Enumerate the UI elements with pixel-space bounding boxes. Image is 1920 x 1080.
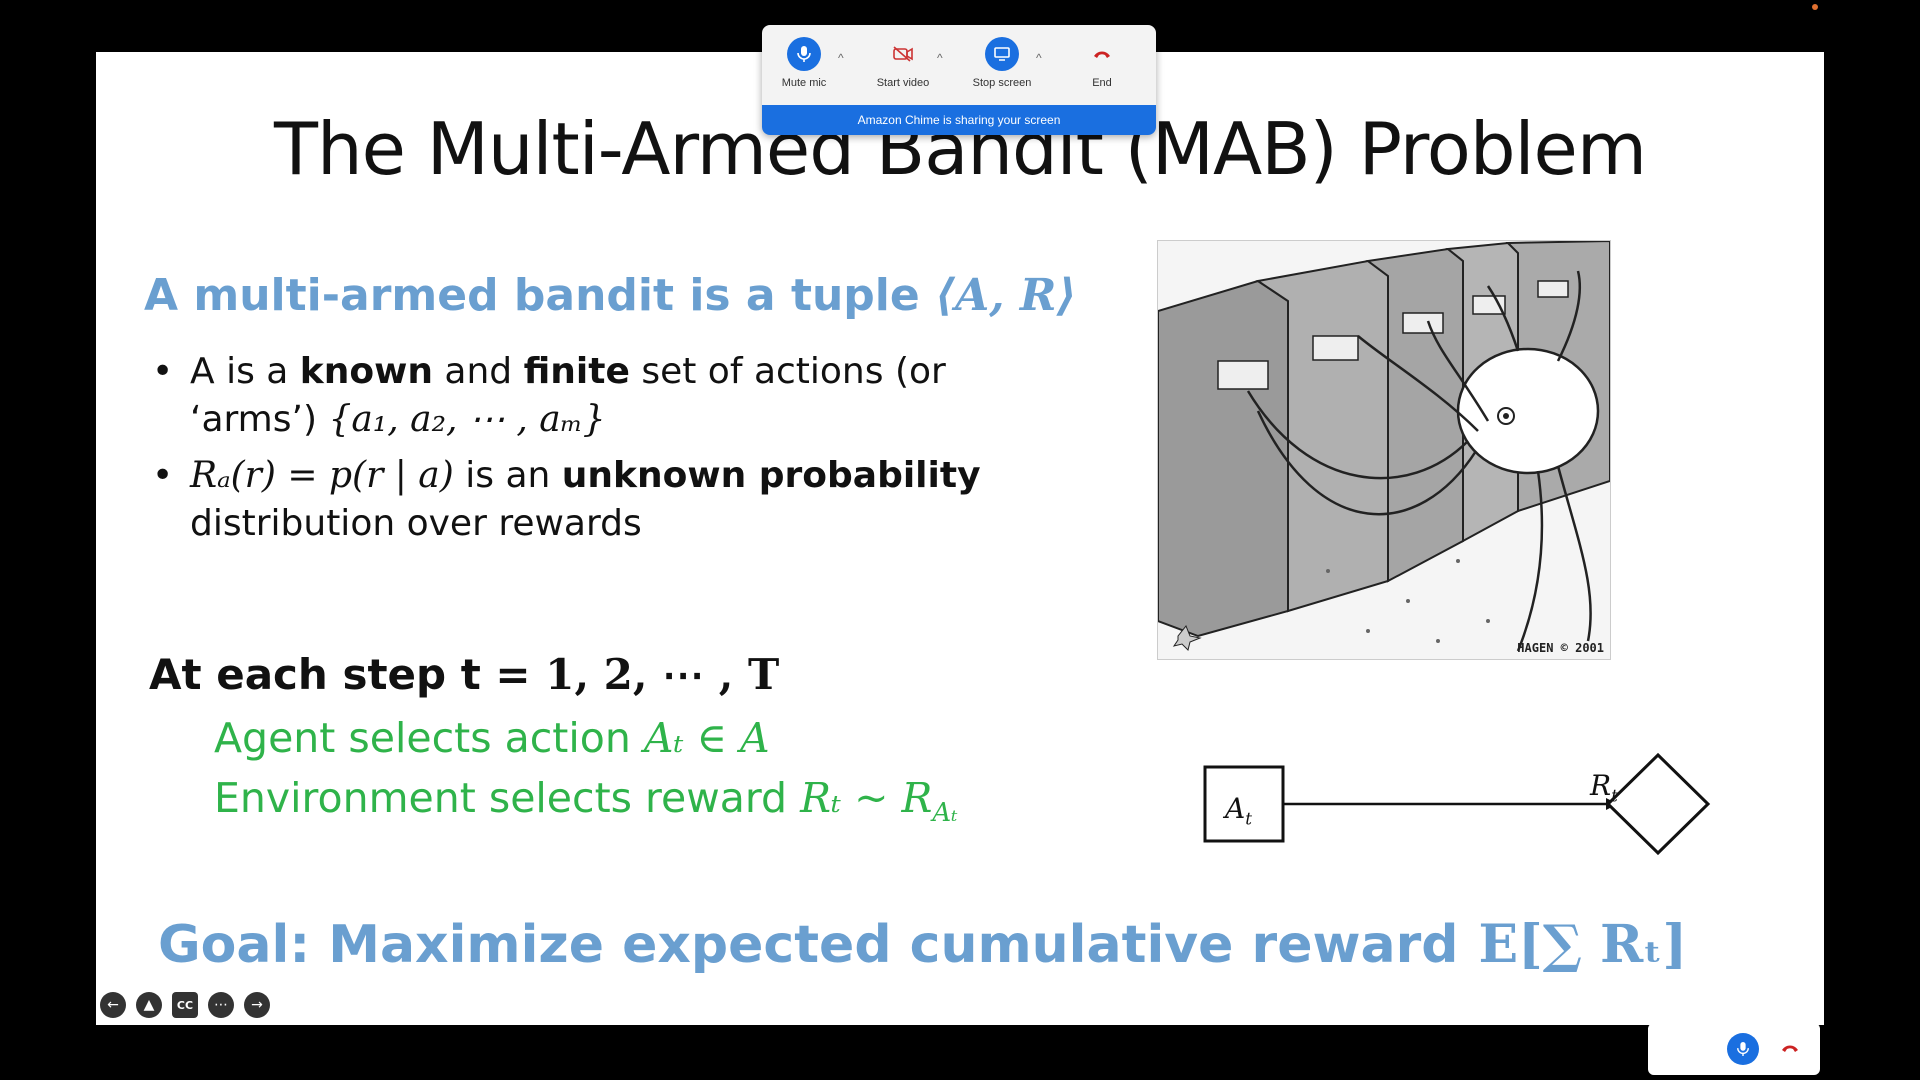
reward-label-sub: t bbox=[1611, 785, 1618, 806]
chime-toolbar: Mute mic ^ Start video ^ Stop screen ^ E… bbox=[762, 25, 1156, 135]
agent-math: Aₜ ∈ A bbox=[643, 714, 770, 762]
previous-slide-button[interactable]: ← bbox=[100, 992, 126, 1018]
env-math: Rₜ ~ R bbox=[800, 774, 933, 822]
action-label-text: A bbox=[1225, 792, 1246, 825]
sharing-banner: Amazon Chime is sharing your screen bbox=[762, 105, 1156, 135]
end-call-label: End bbox=[1092, 77, 1112, 89]
mini-call-controls bbox=[1648, 1023, 1820, 1075]
reward-diamond-label: Rt bbox=[1590, 769, 1618, 806]
bullet1-pre: A is a bbox=[190, 351, 300, 392]
bullet1-bold-finite: finite bbox=[523, 351, 630, 392]
step-heading: At each step t = 1, 2, ⋯ , T bbox=[149, 650, 779, 699]
action-label-sub: t bbox=[1245, 808, 1252, 829]
mini-mic-button[interactable] bbox=[1727, 1033, 1759, 1065]
goal-text: Goal: Maximize expected cumulative rewar… bbox=[158, 915, 1459, 975]
stop-screen-label: Stop screen bbox=[972, 77, 1032, 89]
bullet2-math: Rₐ(r) = p(r | a) bbox=[190, 455, 454, 496]
environment-line: Environment selects reward Rₜ ~ RAₜ bbox=[214, 774, 958, 828]
heading-math: ⟨A, R⟩ bbox=[935, 270, 1077, 321]
video-options-caret-icon[interactable]: ^ bbox=[937, 51, 943, 65]
more-options-button[interactable]: ⋯ bbox=[208, 992, 234, 1018]
action-box-label: At bbox=[1225, 792, 1252, 829]
mic-options-caret-icon[interactable]: ^ bbox=[838, 51, 844, 65]
bullet2-pre: is an bbox=[453, 455, 562, 496]
next-slide-button[interactable]: → bbox=[244, 992, 270, 1018]
mute-mic-label: Mute mic bbox=[781, 77, 827, 89]
goal-formula: E[∑ Rₜ] bbox=[1478, 914, 1688, 975]
bullet2-bold: unknown probability bbox=[561, 455, 981, 496]
slide-nav-bar: ← ▲ CC ⋯ → bbox=[96, 992, 270, 1022]
bullet1-math: {a₁, a₂, ⋯ , aₘ} bbox=[328, 399, 606, 440]
goal-statement: Goal: Maximize expected cumulative rewar… bbox=[158, 914, 1687, 975]
agent-text: Agent selects action bbox=[214, 714, 644, 762]
pointer-tool-button[interactable]: ▲ bbox=[136, 992, 162, 1018]
bullet1-post: set of actions (or ‘arms’) bbox=[190, 351, 946, 440]
slide-heading: A multi-armed bandit is a tuple ⟨A, R⟩ bbox=[144, 270, 1077, 321]
bullet1-bold-known: known bbox=[299, 351, 433, 392]
microphone-icon bbox=[787, 37, 821, 71]
screen-options-caret-icon[interactable]: ^ bbox=[1036, 51, 1042, 65]
reward-diamond bbox=[1605, 752, 1711, 856]
hang-up-icon bbox=[1085, 37, 1119, 71]
reward-label-text: R bbox=[1590, 769, 1612, 802]
mini-microphone-icon bbox=[1737, 1042, 1749, 1056]
cartoon-drawing bbox=[1158, 241, 1610, 659]
octopus-slot-machine-cartoon: HAGEN © 2001 bbox=[1157, 240, 1611, 660]
bullet2-post: distribution over rewards bbox=[190, 503, 642, 544]
bullet1-mid: and bbox=[432, 351, 524, 392]
video-off-icon bbox=[886, 37, 920, 71]
definition-list: A is a known and finite set of actions (… bbox=[152, 348, 1082, 548]
mini-end-call-button[interactable] bbox=[1780, 1041, 1800, 1059]
screen-share-icon bbox=[985, 37, 1019, 71]
start-video-label: Start video bbox=[876, 77, 930, 89]
env-math-subscript: Aₜ bbox=[932, 798, 958, 829]
end-call-button[interactable]: End bbox=[1062, 37, 1142, 89]
heading-text: A multi-armed bandit is a tuple bbox=[144, 270, 936, 321]
stop-screen-button[interactable]: Stop screen bbox=[962, 37, 1042, 89]
start-video-button[interactable]: Start video bbox=[863, 37, 943, 89]
cartoon-signature: HAGEN © 2001 bbox=[1517, 641, 1604, 655]
mini-hang-up-icon bbox=[1782, 1045, 1798, 1052]
status-dot bbox=[1812, 4, 1818, 10]
bullet-actions: A is a known and finite set of actions (… bbox=[152, 348, 1082, 444]
action-box bbox=[1203, 765, 1285, 843]
mute-mic-button[interactable]: Mute mic bbox=[764, 37, 844, 89]
env-text: Environment selects reward bbox=[214, 774, 801, 822]
bullet-rewards: Rₐ(r) = p(r | a) is an unknown probabili… bbox=[152, 452, 1082, 548]
action-reward-diagram bbox=[1203, 752, 1711, 856]
captions-button[interactable]: CC bbox=[172, 992, 198, 1018]
presentation-slide: The Multi-Armed Bandit (MAB) Problem A m… bbox=[96, 52, 1824, 1025]
step-math: 1, 2, ⋯ , T bbox=[545, 650, 780, 699]
agent-line: Agent selects action Aₜ ∈ A bbox=[214, 714, 770, 762]
step-text: At each step t = bbox=[149, 650, 546, 699]
